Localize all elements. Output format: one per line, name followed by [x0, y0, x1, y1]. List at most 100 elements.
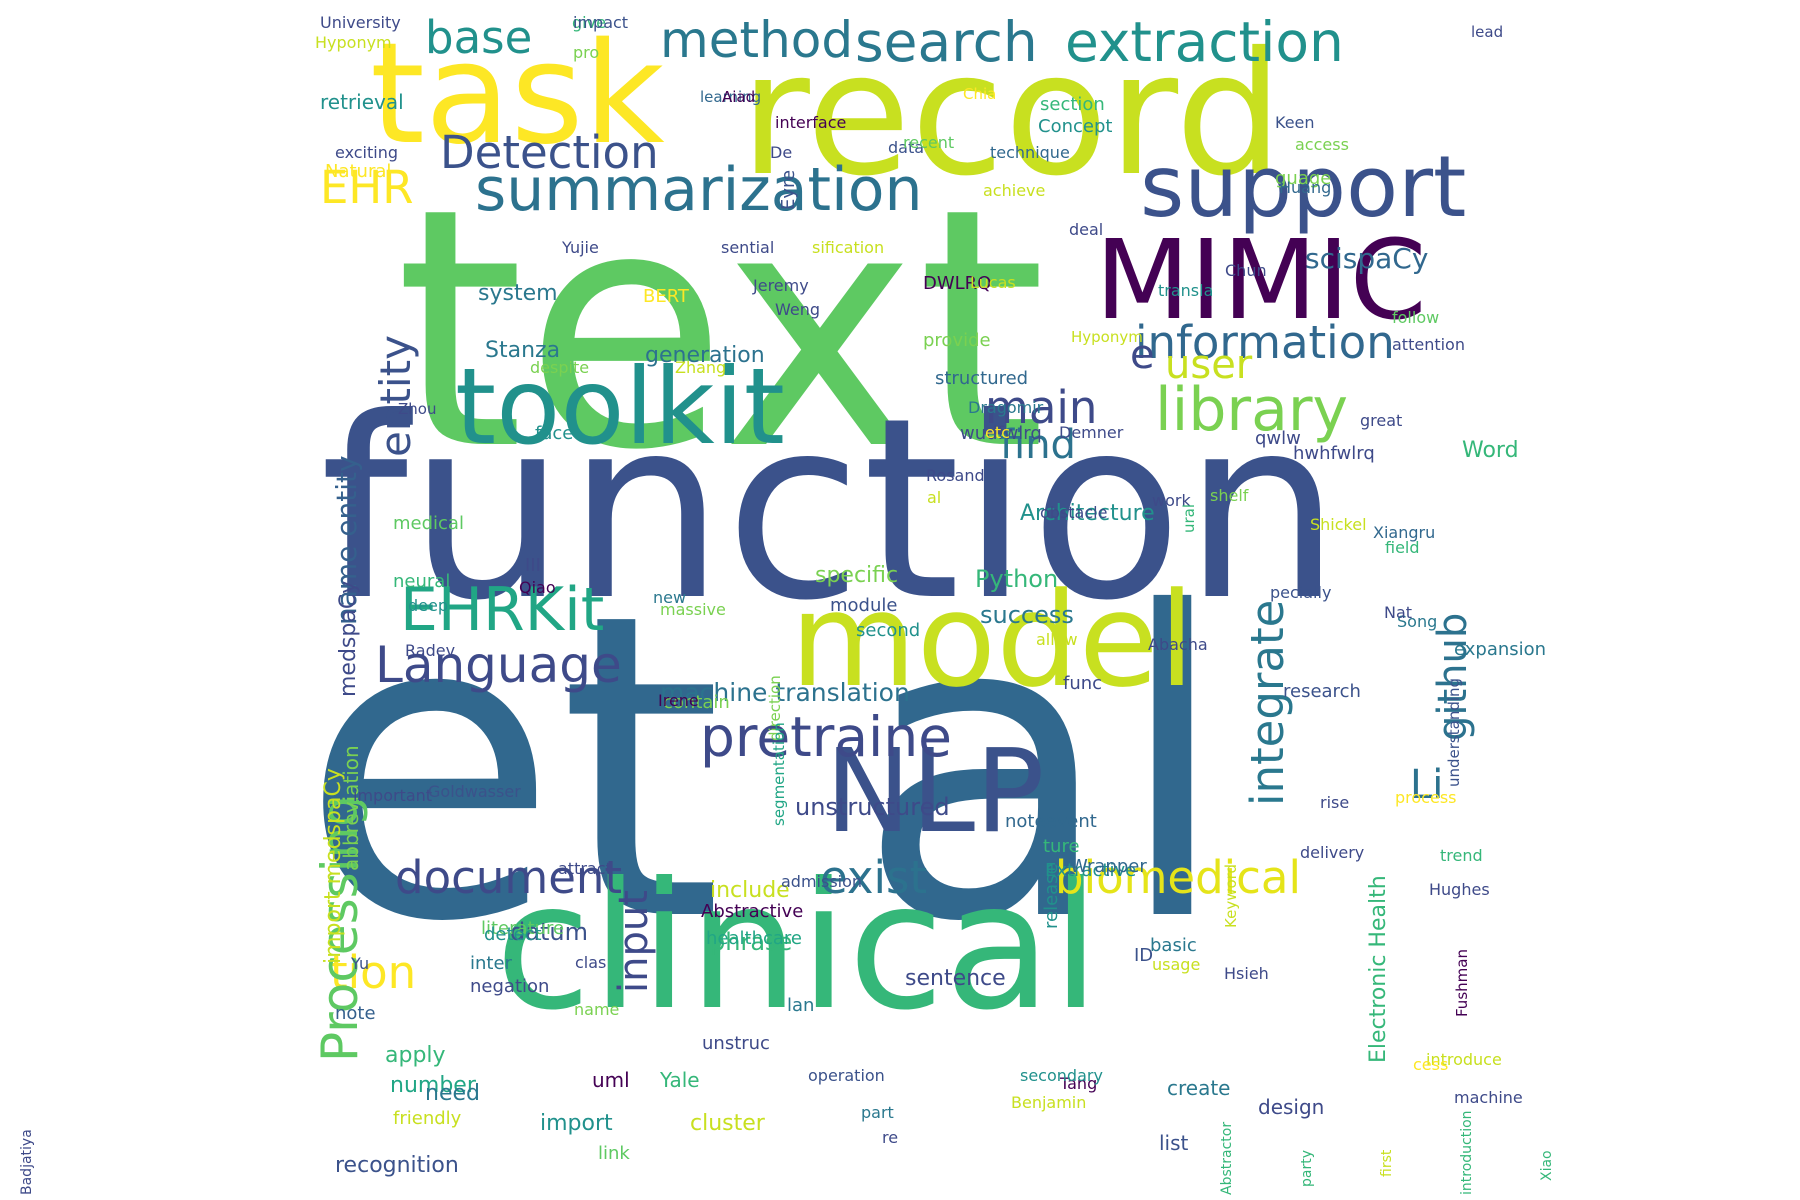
- word-stanza: Stanza: [485, 338, 561, 363]
- word-sentence: sentence: [905, 966, 1006, 991]
- word-secondary: secondary: [1020, 1066, 1103, 1085]
- word-exist: exist: [820, 851, 928, 904]
- word-ehrkit: EHRKit: [400, 575, 605, 645]
- word-abstractor: Abstractor: [1219, 1121, 1235, 1195]
- word-qiao: Qiao: [519, 578, 556, 597]
- word-biomedical: biomedical: [1055, 851, 1302, 904]
- word-search: search: [855, 10, 1038, 74]
- word-section: section: [1040, 94, 1105, 115]
- word-goldwasser: Goldwasser: [428, 782, 521, 801]
- word-yujie: Yujie: [562, 238, 599, 257]
- word-allow: allow: [1036, 630, 1078, 649]
- word-rise: rise: [1320, 793, 1350, 812]
- word-keyword: Keyword: [1222, 863, 1240, 928]
- word-radev: Radev: [405, 641, 456, 660]
- word-electronic-health: Electronic Health: [1366, 875, 1391, 1063]
- word-module: module: [830, 595, 898, 616]
- word-unstruc: unstruc: [702, 1033, 770, 1054]
- word-give: give: [572, 13, 606, 32]
- word-attention: attention: [1392, 335, 1465, 354]
- word-mimic: MIMIC: [1095, 216, 1427, 344]
- word-introduce: introduce: [1426, 1050, 1502, 1069]
- word-healthcare: healthcare: [706, 928, 802, 949]
- word-ural: ural: [1180, 503, 1198, 533]
- word-user: user: [1165, 342, 1253, 388]
- word-et-al: et al: [300, 525, 1231, 1014]
- word-lucas: Lucas: [970, 273, 1016, 292]
- word-include: include: [710, 878, 790, 903]
- word-clinical: clinical: [495, 846, 1101, 1049]
- word-etc: etc: [985, 423, 1010, 442]
- word-noteevent: noteevent: [1005, 811, 1097, 832]
- word-library: library: [1155, 375, 1349, 445]
- word-keen: Keen: [1275, 113, 1315, 132]
- word-clas: clas: [575, 953, 607, 972]
- word-jeremy: Jeremy: [753, 276, 809, 295]
- word-face: face: [535, 423, 574, 444]
- word-second: second: [856, 620, 921, 641]
- word-impact: impact: [573, 13, 629, 32]
- word-al: al: [927, 488, 942, 507]
- word-abstractive: Abstractive: [701, 901, 804, 922]
- word-important: important: [353, 786, 433, 805]
- word-datum: datum: [510, 918, 588, 946]
- word-concept: Concept: [1038, 116, 1113, 137]
- word-song: Song: [1397, 612, 1438, 631]
- word-usage: usage: [1152, 955, 1201, 974]
- word-machine-translation: machine translation: [660, 678, 910, 707]
- word-retrieval: retrieval: [320, 90, 404, 114]
- word-import: import: [540, 1111, 613, 1136]
- word-hughes: Hughes: [1429, 880, 1490, 899]
- word-achieve: achieve: [983, 181, 1046, 200]
- word-work: work: [1152, 491, 1191, 510]
- word-extraction: extraction: [1065, 10, 1344, 74]
- word-need: need: [425, 1081, 480, 1106]
- word-hyponym: Hyponym: [315, 33, 392, 52]
- word-provide: provide: [923, 330, 991, 351]
- word-system: system: [478, 281, 558, 306]
- word-integrate: integrate: [1241, 599, 1294, 806]
- word-zhou: Zhou: [398, 400, 437, 418]
- word-apply: apply: [385, 1043, 446, 1068]
- word-great: great: [1360, 411, 1403, 430]
- word-deep: deep: [408, 596, 448, 615]
- word-lead: lead: [1471, 23, 1504, 41]
- word-hsieh: Hsieh: [1224, 964, 1269, 983]
- word-attract: attract: [558, 859, 612, 878]
- word-uml: uml: [592, 1068, 630, 1092]
- word-inter: inter: [470, 953, 512, 974]
- word-id: ID: [1134, 945, 1154, 966]
- word-qwlw: qwlw: [1255, 428, 1301, 449]
- word-expansion: expansion: [1454, 639, 1547, 660]
- word-sential: sential: [721, 238, 775, 257]
- word-word: Word: [1462, 438, 1519, 463]
- word-recognition: recognition: [335, 1153, 459, 1178]
- word-ture: ture: [1043, 836, 1080, 857]
- word-research: research: [1283, 681, 1361, 702]
- word-irene: Irene: [658, 691, 699, 710]
- word-recent: recent: [903, 133, 955, 152]
- word-function: function: [320, 364, 1342, 655]
- word-deal: deal: [1069, 220, 1104, 239]
- word-transla: transla: [1158, 281, 1214, 300]
- word-cess: cess: [1413, 1055, 1449, 1074]
- word-create: create: [1167, 1076, 1231, 1100]
- word-information: information: [1135, 316, 1395, 369]
- word-natural: Natural: [325, 161, 392, 182]
- word-generation: generation: [645, 343, 765, 368]
- word-understanding: understanding: [1445, 677, 1463, 787]
- word-scispacy: scispaCy: [1305, 242, 1429, 275]
- word-model: model: [790, 564, 1195, 716]
- word-lan: lan: [787, 995, 815, 1016]
- word-contain: contain: [663, 692, 730, 713]
- word-pro: pro: [573, 43, 600, 62]
- word-interface: interface: [775, 113, 847, 132]
- word-extractive: Extractive: [1045, 860, 1137, 881]
- word-base: base: [425, 11, 533, 64]
- word-structured: structured: [935, 368, 1029, 389]
- word-trend: trend: [1440, 846, 1483, 865]
- word-wrapper: Wrapper: [1070, 856, 1147, 877]
- word-hwhfwlrq: hwhfwlrq: [1293, 443, 1375, 464]
- word-aiad: Aiad: [722, 88, 756, 106]
- word-xiangru: Xiangru: [1373, 523, 1436, 542]
